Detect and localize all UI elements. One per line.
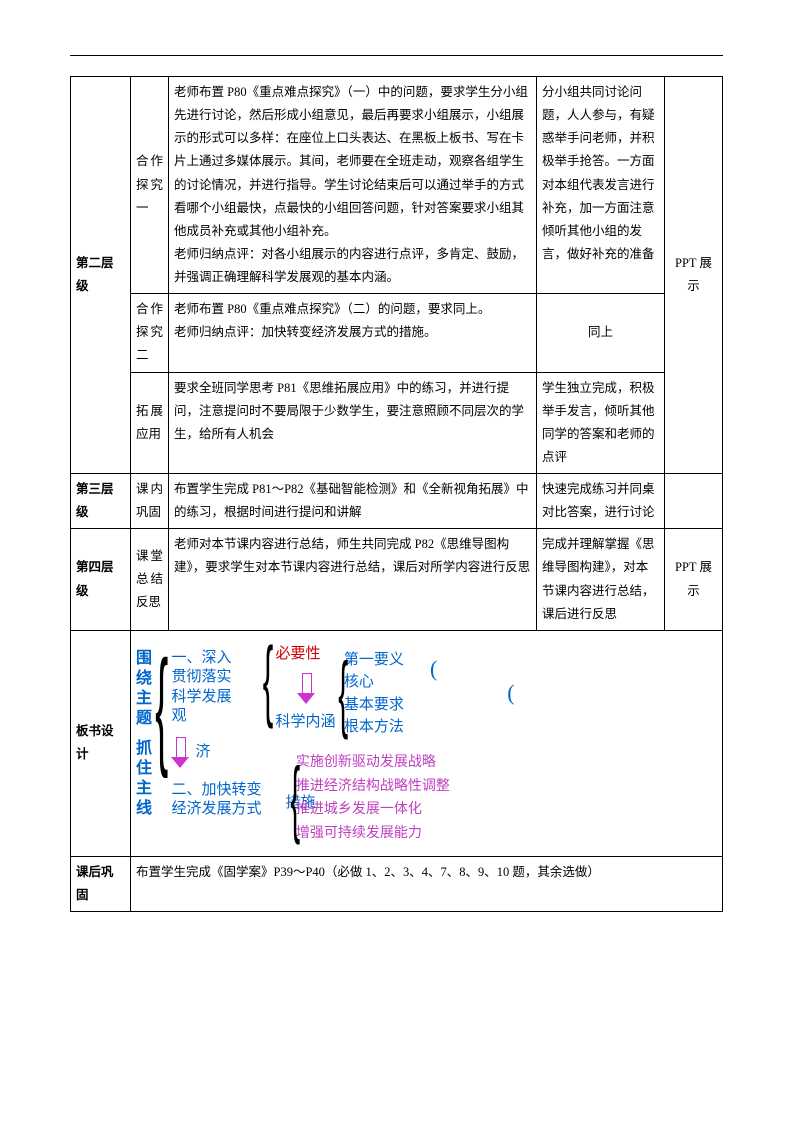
list-item: 根本方法: [344, 716, 404, 739]
table-row: 第三层级 课内巩固 布置学生完成 P81～P82《基础智能检测》和《全新视角拓展…: [71, 474, 723, 529]
table-row: 合作探究二 老师布置 P80《重点难点探究》（二）的问题，要求同上。 老师归纳点…: [71, 294, 723, 372]
homework-content: 布置学生完成《固学案》P39～P40（必做 1、2、3、4、7、8、9、10 题…: [131, 856, 723, 911]
board-header: 板书设计: [71, 630, 131, 856]
content-cell: 老师布置 P80《重点难点探究》（一）中的问题，要求学生分小组先进行讨论，然后形…: [169, 77, 537, 294]
table-row: 拓展应用 要求全班同学思考 P81《思维拓展应用》中的练习，并进行提问，注意提问…: [71, 372, 723, 474]
sub-label: 课堂总结反思: [131, 529, 169, 631]
table-row: 第四层级 课堂总结反思 老师对本节课内容进行总结，师生共同完成 P82《思维导图…: [71, 529, 723, 631]
necessity-label: 必要性: [276, 641, 336, 669]
student-cell: 完成并理解掌握《思维导图构建》，对本节课内容进行总结，课后进行反思: [537, 529, 665, 631]
inner-list: 第一要义 核心 基本要求 根本方法: [344, 649, 404, 739]
section1-text: 一、深入 贯彻落实 科学发展 观: [171, 649, 231, 727]
sub-label: 拓展应用: [131, 372, 169, 474]
measures-list: 实施创新驱动发展战略 推进经济结构战略性调整 推进城乡发展一体化 增强可持续发展…: [296, 751, 450, 846]
lesson-plan-table: 第二层级 合作探究一 老师布置 P80《重点难点探究》（一）中的问题，要求学生分…: [70, 76, 723, 912]
content-cell: 布置学生完成 P81～P82《基础智能检测》和《全新视角拓展》中的练习，根据时间…: [169, 474, 537, 529]
level2-header: 第二层级: [71, 77, 131, 474]
aid-cell: PPT 展示: [665, 529, 723, 631]
board-design-row: 板书设计 围绕主题 抓住主线 { 一、深入 贯彻落实 科学发展 观 济: [71, 630, 723, 856]
list-item: 核心: [344, 671, 404, 694]
bracket-icon: {: [290, 756, 300, 841]
board-diagram-cell: 围绕主题 抓住主线 { 一、深入 贯彻落实 科学发展 观 济 二、加快转变 经济…: [131, 630, 723, 856]
right-groups: { 第一要义 核心 基本要求 根本方法 ( ( { 实施创新驱动发: [342, 641, 515, 846]
list-item: 第一要义: [344, 649, 404, 672]
bracket-icon: {: [263, 635, 274, 725]
level4-header: 第四层级: [71, 529, 131, 631]
homework-header: 课后巩固: [71, 856, 131, 911]
list-item: 推进经济结构战略性调整: [296, 775, 450, 799]
student-cell: 快速完成练习并同桌对比答案，进行讨论: [537, 474, 665, 529]
list-item: 基本要求: [344, 694, 404, 717]
content-cell: 要求全班同学思考 P81《思维拓展应用》中的练习，并进行提问，注意提问时不要局限…: [169, 372, 537, 474]
arrow-down-icon: [297, 673, 315, 705]
top-rule: [70, 55, 723, 56]
section2-text: 二、加快转变 经济发展方式: [171, 781, 261, 820]
aid-cell: [665, 474, 723, 529]
board-diagram: 围绕主题 抓住主线 { 一、深入 贯彻落实 科学发展 观 济 二、加快转变 经济…: [136, 641, 717, 846]
student-cell: 学生独立完成，积极举手发言，倾听其他同学的答案和老师的点评: [537, 372, 665, 474]
student-cell: 同上: [537, 294, 665, 372]
aid-cell: PPT 展示: [665, 77, 723, 474]
table-row: 第二层级 合作探究一 老师布置 P80《重点难点探究》（一）中的问题，要求学生分…: [71, 77, 723, 294]
arrow-down-icon: [171, 737, 189, 769]
sub-label: 课内巩固: [131, 474, 169, 529]
vertical-title: 围绕主题 抓住主线: [136, 641, 152, 819]
level3-header: 第三层级: [71, 474, 131, 529]
list-item: 实施创新驱动发展战略: [296, 751, 450, 775]
list-item: 增强可持续发展能力: [296, 822, 450, 846]
homework-row: 课后巩固 布置学生完成《固学案》P39～P40（必做 1、2、3、4、7、8、9…: [71, 856, 723, 911]
student-cell: 分小组共同讨论问题，人人参与，有疑惑举手问老师，并积极举手抢答。一方面对本组代表…: [537, 77, 665, 294]
list-item: 推进城乡发展一体化: [296, 798, 450, 822]
bracket-icon: {: [155, 641, 168, 771]
content-cell: 老师对本节课内容进行总结，师生共同完成 P82《思维导图构建》，要求学生对本节课…: [169, 529, 537, 631]
bracket-icon: {: [338, 651, 348, 736]
sub-label: 合作探究一: [131, 77, 169, 294]
sub-label: 合作探究二: [131, 294, 169, 372]
science-label: 科学内涵: [276, 709, 336, 737]
sections: 一、深入 贯彻落实 科学发展 观 济 二、加快转变 经济发展方式: [171, 641, 261, 820]
ji-text: 济: [195, 743, 210, 763]
content-cell: 老师布置 P80《重点难点探究》（二）的问题，要求同上。 老师归纳点评：加快转变…: [169, 294, 537, 372]
